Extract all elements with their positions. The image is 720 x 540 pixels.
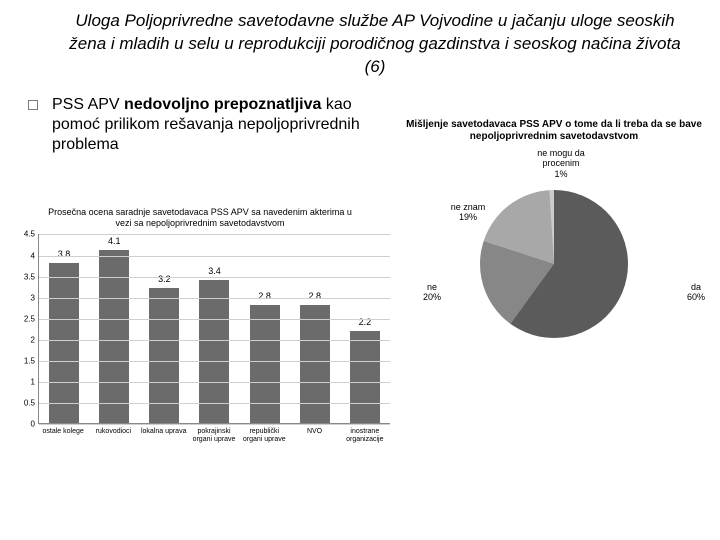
- gridline: [39, 234, 390, 235]
- pie-slice-label: da60%: [676, 282, 716, 303]
- x-tick-label: lokalna uprava: [141, 428, 187, 443]
- bar: 3.8: [49, 263, 79, 423]
- pie-slice-label: ne mogu daprocenim1%: [526, 148, 596, 179]
- gridline: [39, 340, 390, 341]
- y-tick-label: 4.5: [17, 230, 35, 239]
- x-tick-label: republički organi uprave: [241, 428, 287, 443]
- page-title: Uloga Poljoprivredne savetodavne službe …: [60, 10, 690, 79]
- x-tick-label: pokrajinski organi uprave: [191, 428, 237, 443]
- bar-value-label: 3.8: [49, 249, 79, 259]
- gridline: [39, 277, 390, 278]
- x-tick-label: NVO: [292, 428, 338, 443]
- y-tick-label: 2.5: [17, 314, 35, 323]
- bar-chart-title: Prosečna ocena saradnje savetodavaca PSS…: [10, 207, 390, 235]
- x-tick-label: rukovodioci: [90, 428, 136, 443]
- bar: 2.2: [350, 331, 380, 424]
- x-tick-label: ostale kolege: [40, 428, 86, 443]
- bar-chart-plot: 3.84.13.23.42.82.82.2 00.511.522.533.544…: [38, 234, 390, 424]
- bar-value-label: 3.4: [199, 266, 229, 276]
- y-tick-label: 2: [17, 335, 35, 344]
- y-tick-label: 0.5: [17, 399, 35, 408]
- y-tick-label: 1.5: [17, 357, 35, 366]
- x-tick-label: inostrane organizacije: [342, 428, 388, 443]
- bar-value-label: 2.8: [300, 291, 330, 301]
- pie-slice-label: ne znam19%: [440, 202, 496, 223]
- gridline: [39, 403, 390, 404]
- gridline: [39, 361, 390, 362]
- y-tick-label: 3.5: [17, 272, 35, 281]
- gridline: [39, 382, 390, 383]
- pie-slices: [480, 190, 628, 338]
- gridline: [39, 256, 390, 257]
- y-tick-label: 4: [17, 251, 35, 260]
- bullet-text: PSS APV nedovoljno prepoznatljiva kao po…: [52, 95, 382, 155]
- y-tick-label: 0: [17, 420, 35, 429]
- pie-slice-label: ne20%: [412, 282, 452, 303]
- bar: 2.8: [250, 305, 280, 423]
- bar: 3.4: [199, 280, 229, 424]
- gridline: [39, 424, 390, 425]
- bar-value-label: 4.1: [99, 236, 129, 246]
- y-tick-label: 1: [17, 378, 35, 387]
- gridline: [39, 319, 390, 320]
- gridline: [39, 298, 390, 299]
- y-tick-label: 3: [17, 293, 35, 302]
- pie-chart: Mišljenje savetodavaca PSS APV o tome da…: [394, 119, 714, 374]
- bar-value-label: 2.8: [250, 291, 280, 301]
- bar-chart: Prosečna ocena saradnje savetodavaca PSS…: [10, 207, 390, 444]
- bullet-icon: [28, 100, 38, 110]
- pie-chart-plot: da60%ne20%ne znam19%ne mogu daprocenim1%: [404, 154, 704, 374]
- bar: 2.8: [300, 305, 330, 423]
